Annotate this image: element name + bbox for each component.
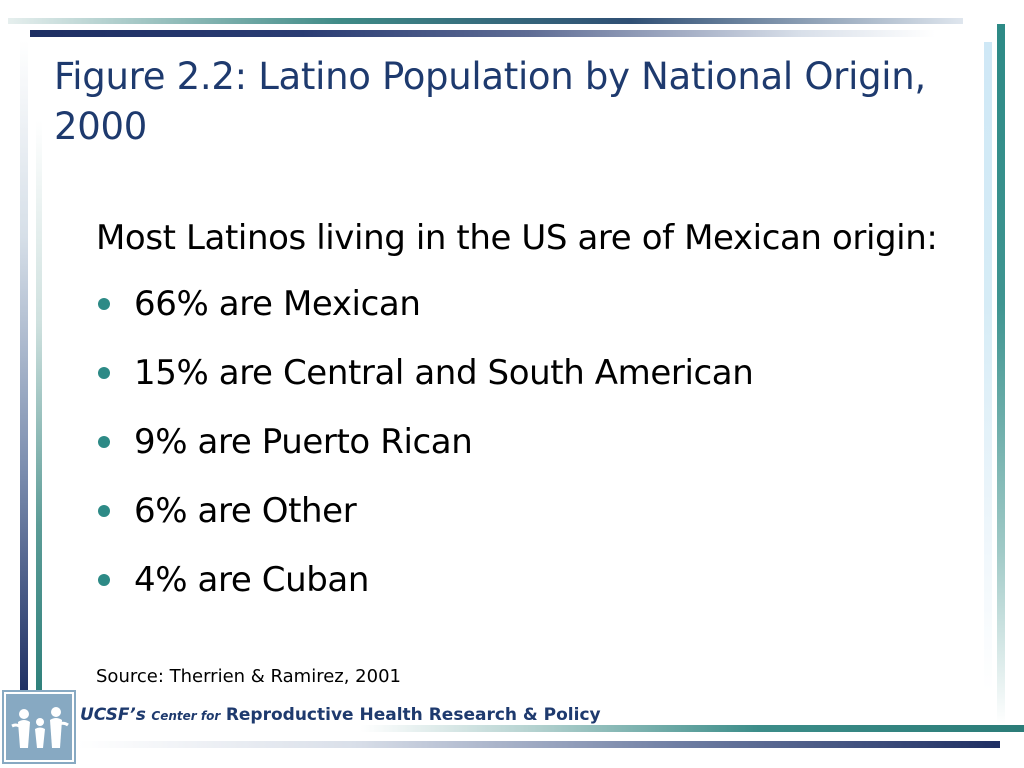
- intro-text: Most Latinos living in the US are of Mex…: [96, 218, 938, 258]
- bullet-list: 66% are Mexican 15% are Central and Sout…: [96, 278, 966, 606]
- footer-program-name: Reproductive Health Research & Policy: [225, 705, 601, 725]
- slide-body: Most Latinos living in the US are of Mex…: [96, 212, 966, 623]
- bullet-icon: [98, 505, 110, 517]
- slide-title: Figure 2.2: Latino Population by Nationa…: [54, 55, 926, 148]
- bullet-item: 15% are Central and South American: [96, 347, 966, 399]
- top-navy-bar: [30, 30, 935, 37]
- bottom-teal-bar: [360, 725, 1024, 732]
- logo-graphic: [2, 690, 76, 764]
- bullet-item: 4% are Cuban: [96, 554, 966, 606]
- top-accent-bar: [8, 18, 963, 24]
- bullet-text: 66% are Mexican: [134, 284, 421, 324]
- footer-center-for: Center for: [151, 709, 221, 723]
- footer-ucsf: UCSF’s: [80, 705, 146, 725]
- bullet-text: 9% are Puerto Rican: [134, 422, 473, 462]
- bullet-item: 6% are Other: [96, 485, 966, 537]
- bullet-text: 6% are Other: [134, 491, 357, 531]
- bullet-item: 9% are Puerto Rican: [96, 416, 966, 468]
- left-teal-bar: [36, 120, 42, 700]
- bullet-icon: [98, 574, 110, 586]
- bullet-icon: [98, 298, 110, 310]
- right-light-bar: [984, 42, 992, 692]
- bullet-text: 15% are Central and South American: [134, 353, 754, 393]
- people-logo-icon: [2, 690, 76, 764]
- left-navy-bar: [20, 40, 28, 695]
- right-teal-bar: [997, 24, 1005, 724]
- bullet-item: 66% are Mexican: [96, 278, 966, 330]
- source-citation: Source: Therrien & Ramirez, 2001: [96, 666, 401, 687]
- footer-org-name: UCSF’s Center for Reproductive Health Re…: [80, 705, 601, 725]
- bullet-text: 4% are Cuban: [134, 560, 369, 600]
- bullet-icon: [98, 436, 110, 448]
- bottom-navy-bar: [78, 741, 1000, 748]
- bullet-icon: [98, 367, 110, 379]
